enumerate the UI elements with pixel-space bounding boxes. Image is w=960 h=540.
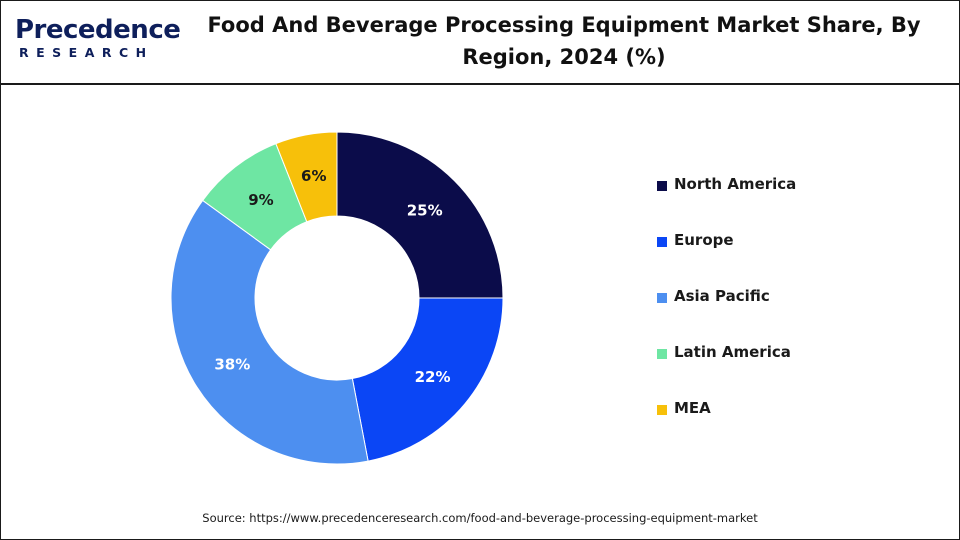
- header: Precedence RESEARCH Food And Beverage Pr…: [1, 1, 959, 85]
- legend-label: Europe: [674, 231, 734, 249]
- slice-mea: [275, 131, 338, 223]
- source-note: Source: https://www.precedenceresearch.c…: [202, 511, 758, 525]
- legend-label: MEA: [674, 399, 711, 417]
- legend-label: Asia Pacific: [674, 287, 770, 305]
- legend-swatch: [657, 349, 667, 359]
- slice-asia-pacific: [170, 199, 369, 465]
- donut-slices: [170, 131, 504, 465]
- legend-swatch: [657, 293, 667, 303]
- legend-swatch: [657, 181, 667, 191]
- legend-swatch: [657, 405, 667, 415]
- data-label-north-america: 25%: [407, 201, 443, 219]
- brand-tagline: RESEARCH: [19, 45, 154, 60]
- legend-label: Latin America: [674, 343, 791, 361]
- data-label-mea: 6%: [301, 167, 326, 185]
- slice-north-america: [336, 131, 504, 299]
- brand-logo: Precedence RESEARCH: [15, 15, 181, 65]
- data-label-asia-pacific: 38%: [214, 355, 250, 373]
- legend-swatch: [657, 237, 667, 247]
- brand-name: Precedence: [15, 15, 181, 45]
- data-label-latin-america: 9%: [248, 191, 273, 209]
- slice-labels: 25% 22% 38% 9% 6%: [214, 167, 450, 386]
- data-label-europe: 22%: [415, 368, 451, 386]
- legend-label: North America: [674, 175, 797, 193]
- slice-europe: [351, 297, 504, 462]
- chart-title: Food And Beverage Processing Equipment M…: [207, 13, 921, 69]
